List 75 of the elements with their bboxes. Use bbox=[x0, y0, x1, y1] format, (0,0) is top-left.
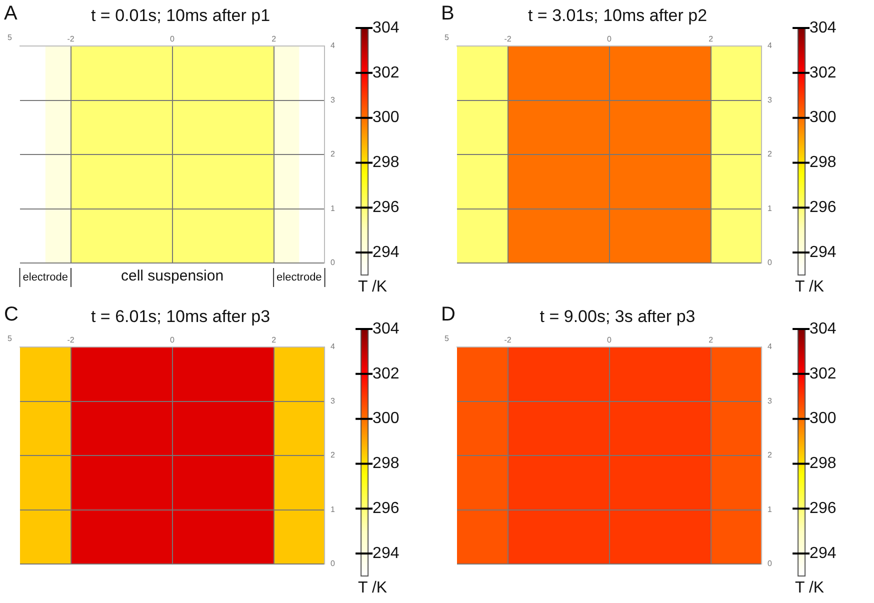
color-bar-label: 300 bbox=[372, 410, 400, 428]
color-bar-label: 298 bbox=[810, 455, 836, 472]
color-bar-label: 302 bbox=[810, 64, 836, 82]
color-bar-label: 294 bbox=[372, 544, 400, 562]
y-tick-label: 3 bbox=[768, 95, 773, 104]
y-tick-label: 3 bbox=[330, 396, 336, 406]
color-bar-title: T /K bbox=[358, 278, 388, 296]
x-tick-label: 0 bbox=[170, 34, 176, 44]
y-tick-label: 3 bbox=[330, 95, 336, 104]
text: 5 bbox=[8, 334, 13, 344]
x-tick-label: 0 bbox=[170, 335, 176, 344]
y-tick-label: 1 bbox=[330, 504, 336, 514]
color-bar-title: T /K bbox=[358, 579, 388, 596]
color-bar-label: 296 bbox=[372, 500, 400, 518]
y-tick-label: 2 bbox=[330, 450, 336, 460]
color-bar-title: T /K bbox=[795, 278, 824, 296]
color-bar-label: 302 bbox=[372, 365, 400, 382]
x-tick-label: 0 bbox=[607, 335, 612, 344]
text: electrode bbox=[276, 272, 322, 284]
x-tick-label: 2 bbox=[272, 34, 277, 44]
text: electrode bbox=[22, 272, 68, 284]
color-bar-label: 294 bbox=[810, 544, 836, 562]
chart-title: t = 6.01s; 10ms after p3 bbox=[90, 306, 270, 326]
y-tick-label: 2 bbox=[768, 450, 773, 460]
x-tick-label: -2 bbox=[67, 335, 75, 344]
color-bar-label: 302 bbox=[810, 365, 836, 382]
text: 5 bbox=[8, 33, 13, 42]
y-tick-label: 0 bbox=[768, 559, 773, 568]
y-tick-label: 2 bbox=[330, 150, 336, 159]
y-tick-label: 4 bbox=[768, 41, 773, 50]
x-tick-label: -2 bbox=[67, 34, 75, 44]
y-tick-label: 0 bbox=[768, 258, 773, 268]
color-bar-label: 294 bbox=[372, 244, 400, 261]
y-tick-label: 0 bbox=[330, 559, 336, 568]
text: 5 bbox=[444, 334, 450, 344]
color-bar-label: 298 bbox=[810, 154, 836, 172]
color-bar-label: 298 bbox=[372, 154, 400, 172]
x-tick-label: -2 bbox=[504, 335, 512, 344]
y-tick-label: 1 bbox=[330, 204, 336, 213]
color-bar-label: 296 bbox=[810, 500, 836, 518]
color-bar-label: 296 bbox=[810, 199, 836, 216]
x-tick-label: -2 bbox=[504, 34, 512, 44]
text: B bbox=[441, 2, 454, 25]
color-bar-label: 304 bbox=[810, 320, 836, 338]
color-bar-label: 304 bbox=[372, 320, 400, 338]
y-tick-label: 4 bbox=[768, 342, 773, 352]
x-tick-label: 2 bbox=[708, 34, 714, 44]
color-bar-label: 300 bbox=[810, 410, 836, 428]
y-tick-label: 2 bbox=[768, 150, 773, 159]
y-tick-label: 4 bbox=[330, 41, 336, 50]
text: cell suspension bbox=[120, 268, 224, 285]
chart-title: t = 0.01s; 10ms after p1 bbox=[90, 6, 270, 25]
y-tick-label: 1 bbox=[768, 204, 773, 213]
color-bar-label: 304 bbox=[810, 19, 836, 36]
text: A bbox=[4, 2, 18, 25]
y-tick-label: 1 bbox=[768, 504, 773, 514]
color-bar-label: 298 bbox=[372, 455, 400, 472]
color-bar-label: 302 bbox=[372, 64, 400, 82]
color-bar-label: 296 bbox=[372, 199, 400, 216]
x-tick-label: 0 bbox=[607, 34, 612, 44]
chart-title: t = 3.01s; 10ms after p2 bbox=[528, 6, 708, 25]
y-tick-label: 3 bbox=[768, 396, 773, 406]
chart-title: t = 9.00s; 3s after p3 bbox=[540, 306, 696, 326]
y-tick-label: 4 bbox=[330, 342, 336, 352]
color-bar-label: 304 bbox=[372, 19, 400, 36]
color-bar-label: 294 bbox=[810, 244, 836, 261]
text: 5 bbox=[444, 33, 450, 42]
color-bar-label: 300 bbox=[810, 109, 836, 126]
x-tick-label: 2 bbox=[272, 335, 277, 344]
x-tick-label: 2 bbox=[708, 335, 714, 344]
y-tick-label: 0 bbox=[330, 258, 336, 268]
color-bar-title: T /K bbox=[795, 579, 824, 596]
text: C bbox=[4, 304, 18, 326]
text: D bbox=[441, 304, 456, 326]
color-bar-label: 300 bbox=[372, 109, 400, 126]
